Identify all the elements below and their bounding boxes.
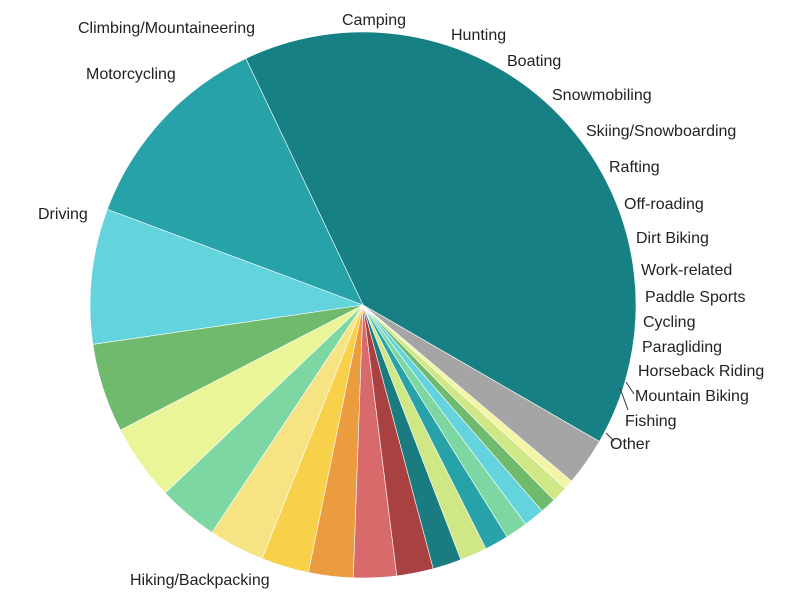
slice-labels: Hiking/Backpacking Driving Motorcycling Cli…	[38, 12, 764, 589]
slice-label: Camping	[342, 12, 406, 29]
slice-label: Mountain Biking	[635, 388, 749, 405]
slice-label: Motorcycling	[86, 66, 176, 83]
slice-label: Boating	[507, 53, 561, 70]
leader-line	[619, 387, 629, 411]
slice-label: Other	[610, 436, 651, 453]
slice-label: Work-related	[641, 262, 732, 279]
leader-lines	[605, 381, 635, 442]
slice-label: Skiing/Snowboarding	[586, 123, 736, 140]
leader-line	[625, 381, 635, 395]
pie-slice-hiking-backpacking	[245, 31, 637, 442]
slice-label: Paragliding	[642, 339, 722, 356]
slice-label: Cycling	[643, 314, 695, 331]
pie-slice-other	[362, 304, 600, 482]
slice-label: Hiking/Backpacking	[130, 572, 270, 589]
pie-slice-driving	[106, 58, 364, 306]
slice-label: Rafting	[609, 159, 660, 176]
slice-label: Dirt Biking	[636, 230, 709, 247]
slice-label: Horseback Riding	[638, 363, 764, 380]
slice-label: Off-roading	[624, 196, 704, 213]
slice-label: Driving	[38, 206, 88, 223]
slice-label: Fishing	[625, 413, 677, 430]
slice-label: Hunting	[451, 27, 506, 44]
slice-label: Snowmobiling	[552, 87, 652, 104]
slice-label: Paddle Sports	[645, 289, 746, 306]
pie-slice-motorcycling	[89, 208, 364, 345]
leader-line	[605, 432, 615, 442]
slices-layer	[89, 31, 637, 579]
slice-label: Climbing/Mountaineering	[78, 20, 255, 37]
